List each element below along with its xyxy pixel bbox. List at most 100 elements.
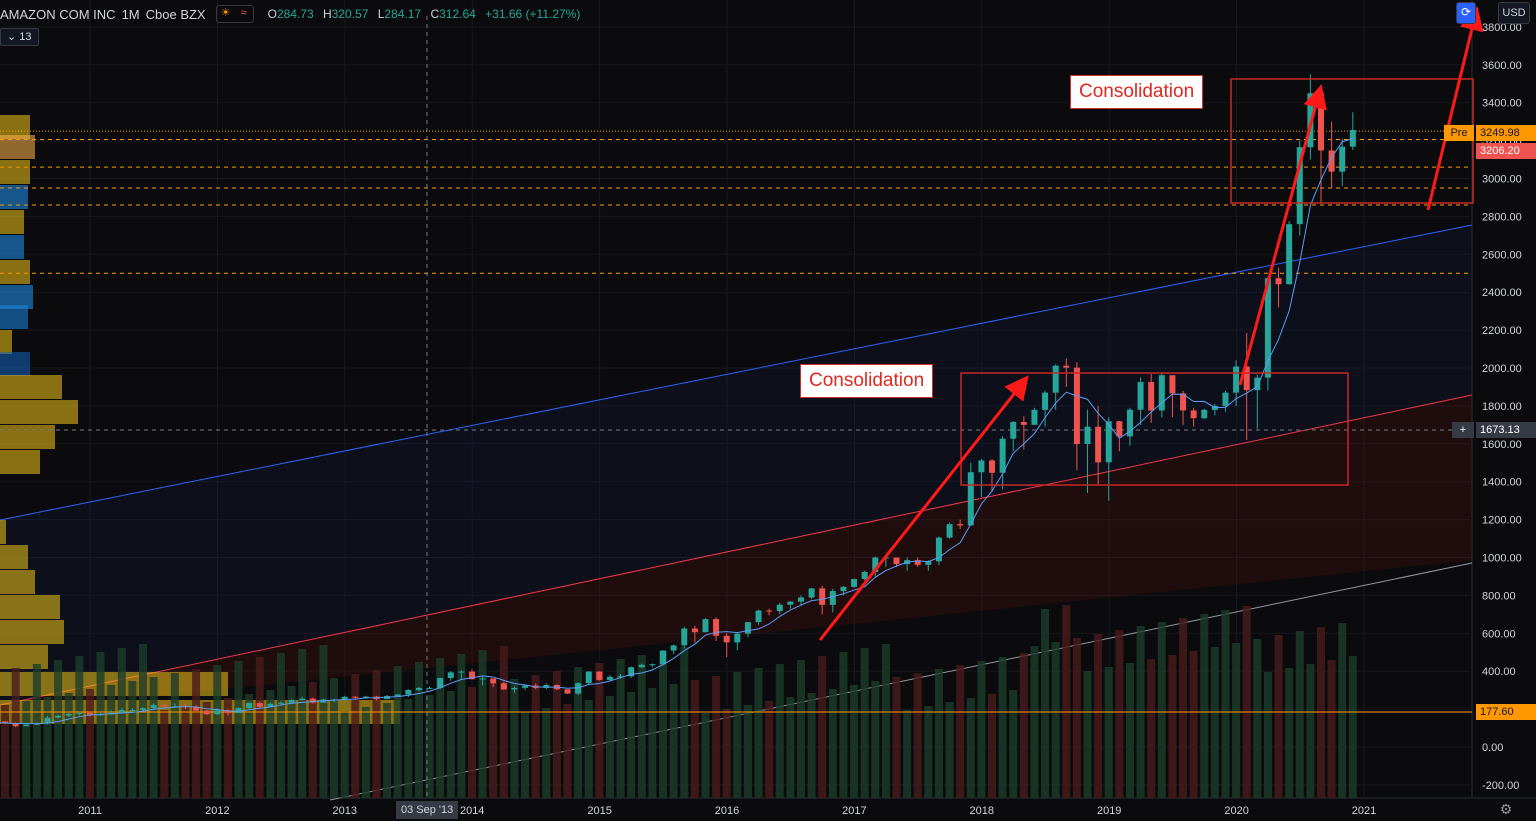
candle-body[interactable]: [23, 724, 30, 727]
annotation-consolidation-middle[interactable]: Consolidation: [800, 364, 934, 398]
candle-body[interactable]: [967, 472, 974, 526]
candle-body[interactable]: [776, 604, 783, 612]
candle-body[interactable]: [606, 676, 613, 680]
candle-body[interactable]: [1180, 393, 1187, 411]
trend-arrow[interactable]: [1238, 84, 1327, 386]
candle-body[interactable]: [405, 689, 412, 695]
candle-body[interactable]: [585, 671, 592, 684]
candle-body[interactable]: [1296, 147, 1303, 225]
candle-body[interactable]: [150, 704, 157, 709]
candle-body[interactable]: [999, 438, 1006, 473]
candle-body[interactable]: [1126, 409, 1133, 437]
trend-arrow[interactable]: [1426, 6, 1484, 211]
candle-body[interactable]: [1010, 422, 1017, 439]
candle-body[interactable]: [935, 537, 942, 562]
candle-body[interactable]: [840, 586, 847, 592]
candle-body[interactable]: [702, 619, 709, 633]
candle-body[interactable]: [426, 687, 433, 689]
candle-body[interactable]: [1158, 375, 1165, 411]
candle-body[interactable]: [415, 687, 422, 690]
candle-body[interactable]: [691, 628, 698, 633]
candle-body[interactable]: [288, 700, 295, 703]
candle-body[interactable]: [500, 683, 507, 690]
candle-body[interactable]: [989, 460, 996, 473]
candle-body[interactable]: [12, 723, 19, 727]
candle-body[interactable]: [575, 683, 582, 694]
candle-body[interactable]: [1190, 410, 1197, 419]
candle-body[interactable]: [352, 696, 359, 698]
consolidation-box-top[interactable]: [1230, 78, 1474, 204]
candle-body[interactable]: [309, 698, 316, 703]
candle-body[interactable]: [946, 524, 953, 538]
candle-body[interactable]: [458, 671, 465, 673]
candle-body[interactable]: [44, 717, 51, 724]
candle-body[interactable]: [681, 628, 688, 646]
candle-body[interactable]: [118, 710, 125, 713]
candle-body[interactable]: [1095, 426, 1102, 463]
consolidation-box-middle[interactable]: [960, 372, 1349, 486]
candle-body[interactable]: [978, 460, 985, 473]
candle-body[interactable]: [1317, 93, 1324, 151]
candle-body[interactable]: [713, 619, 720, 636]
candle-body[interactable]: [1137, 382, 1144, 410]
candle-body[interactable]: [55, 715, 62, 718]
candle-body[interactable]: [1031, 409, 1038, 425]
candle-body[interactable]: [490, 678, 497, 684]
candle-body[interactable]: [522, 685, 529, 688]
indicator-toggle[interactable]: ⌄ 13: [0, 28, 39, 46]
candle-body[interactable]: [224, 710, 231, 714]
annotation-consolidation-top[interactable]: Consolidation: [1070, 75, 1204, 109]
candle-body[interactable]: [277, 702, 284, 704]
candle-body[interactable]: [1275, 278, 1282, 285]
candle-body[interactable]: [2, 721, 9, 724]
candle-body[interactable]: [267, 703, 274, 707]
candle-body[interactable]: [86, 712, 93, 715]
plus-icon[interactable]: +: [1452, 422, 1474, 438]
symbol-name[interactable]: AMAZON COM INC: [0, 6, 116, 22]
candle-body[interactable]: [1254, 377, 1261, 391]
candle-body[interactable]: [957, 524, 964, 526]
candle-body[interactable]: [1073, 367, 1080, 444]
candle-body[interactable]: [214, 710, 221, 715]
candle-body[interactable]: [660, 650, 667, 665]
candle-body[interactable]: [1222, 392, 1229, 406]
candle-body[interactable]: [734, 633, 741, 643]
candle-body[interactable]: [766, 610, 773, 612]
candle-body[interactable]: [755, 610, 762, 623]
candle-body[interactable]: [129, 710, 136, 712]
candle-body[interactable]: [1116, 421, 1123, 437]
currency-button[interactable]: USD: [1498, 2, 1530, 24]
candle-body[interactable]: [893, 557, 900, 565]
candle-body[interactable]: [511, 687, 518, 690]
candle-body[interactable]: [914, 560, 921, 565]
candle-body[interactable]: [564, 689, 571, 694]
refresh-button[interactable]: ⟳: [1456, 2, 1476, 24]
candle-body[interactable]: [1084, 426, 1091, 444]
red-trend-line[interactable]: [0, 394, 1473, 706]
candle-body[interactable]: [808, 588, 815, 598]
candle-body[interactable]: [861, 571, 868, 580]
candle-body[interactable]: [246, 703, 253, 709]
candle-body[interactable]: [638, 664, 645, 668]
candle-body[interactable]: [649, 664, 656, 666]
market-status-icons[interactable]: ☀ ≈: [215, 5, 254, 23]
candle-body[interactable]: [744, 622, 751, 634]
candle-body[interactable]: [97, 714, 104, 716]
candle-body[interactable]: [628, 667, 635, 677]
candle-body[interactable]: [1328, 150, 1335, 172]
candle-body[interactable]: [235, 708, 242, 714]
candle-body[interactable]: [596, 671, 603, 680]
gear-icon[interactable]: ⚙: [1499, 801, 1513, 817]
candle-body[interactable]: [299, 698, 306, 701]
candle-body[interactable]: [670, 645, 677, 651]
candle-body[interactable]: [787, 601, 794, 605]
candle-body[interactable]: [341, 696, 348, 700]
candle-body[interactable]: [394, 694, 401, 697]
candle-body[interactable]: [829, 591, 836, 605]
candle-body[interactable]: [1349, 129, 1356, 147]
candle-body[interactable]: [140, 708, 147, 711]
candle-body[interactable]: [1020, 422, 1027, 425]
candle-body[interactable]: [193, 706, 200, 711]
candle-body[interactable]: [203, 710, 210, 715]
